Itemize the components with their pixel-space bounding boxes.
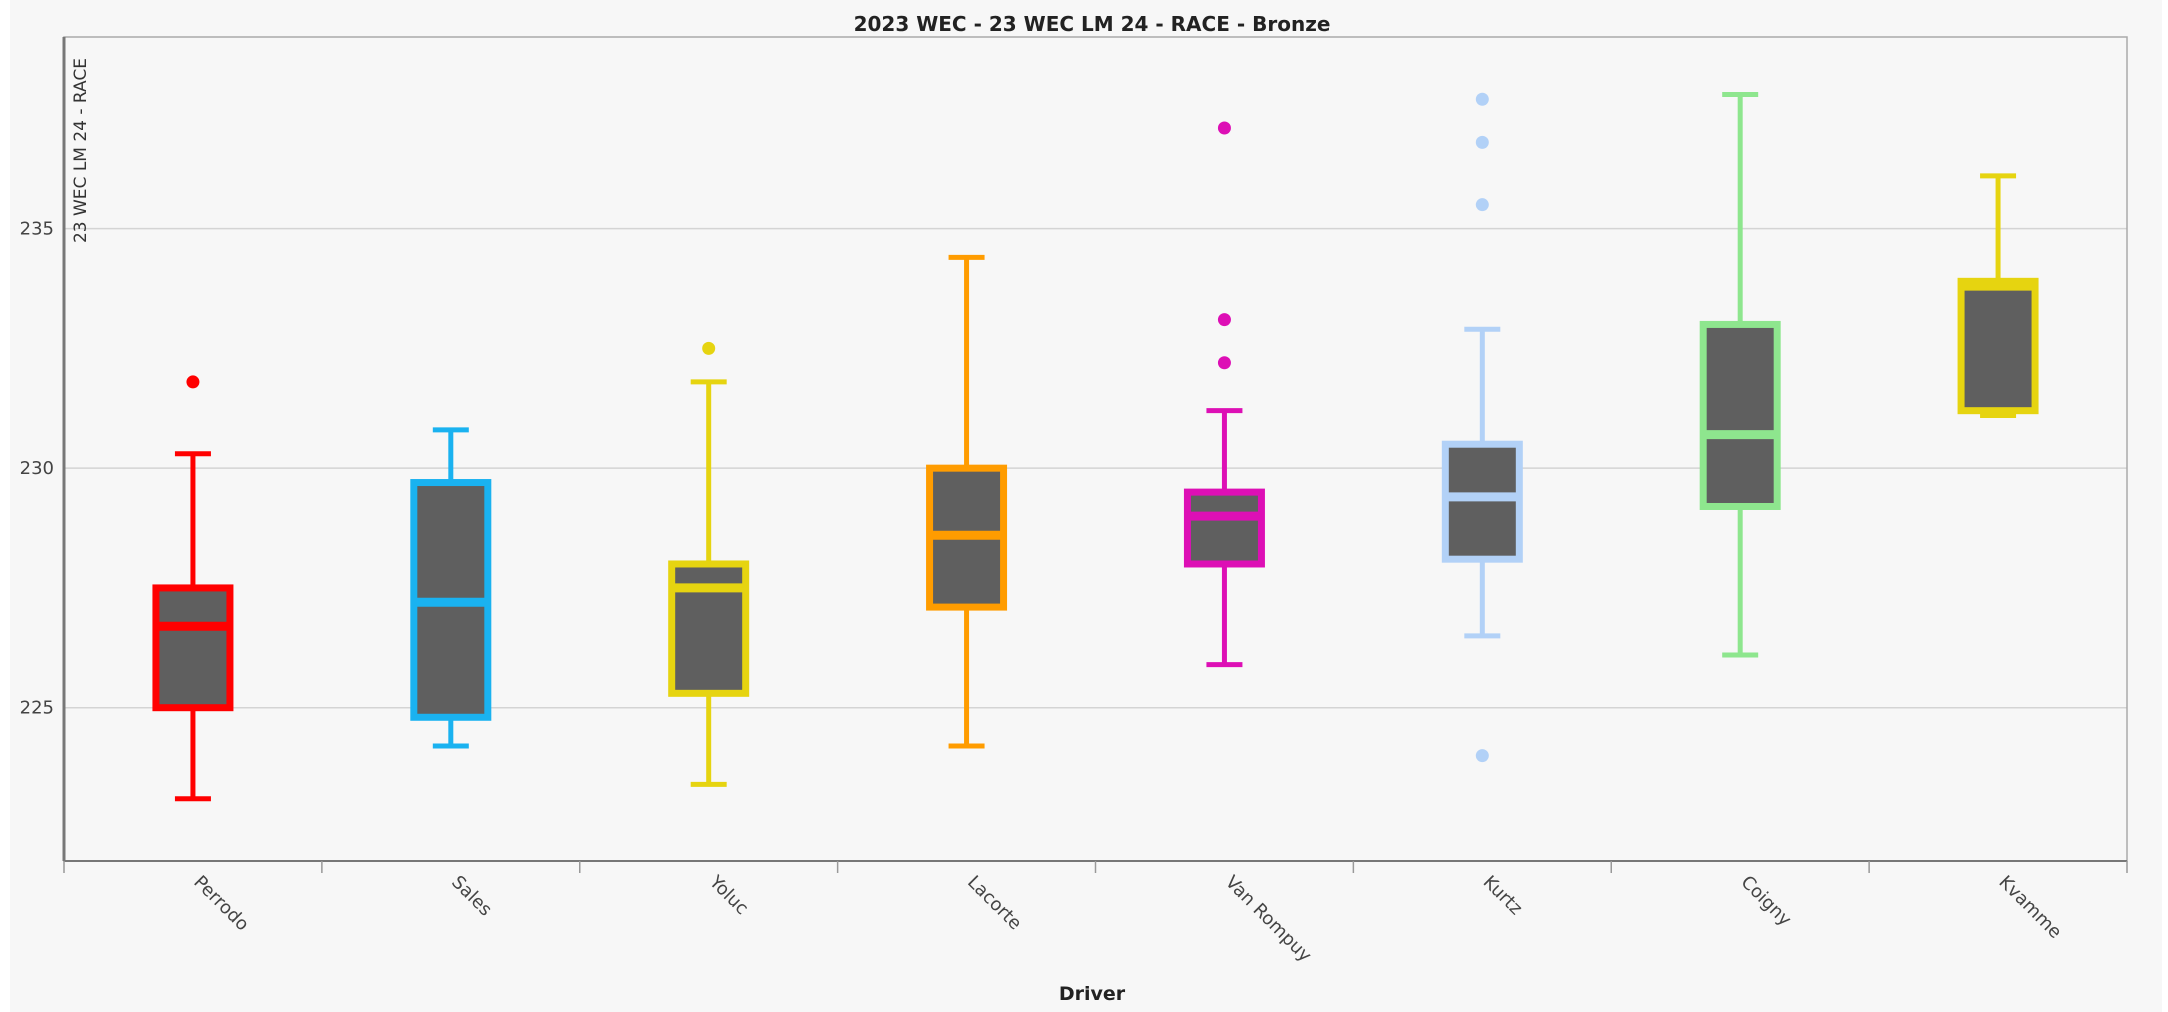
- y-axis-title: 23 WEC LM 24 - RACE: [71, 58, 91, 243]
- outlier-point: [1475, 92, 1489, 106]
- iqr-box: [1699, 320, 1781, 510]
- box-perrodo[interactable]: [152, 375, 234, 802]
- iqr-box: [1183, 488, 1265, 568]
- x-tick-label: Yoluc: [704, 871, 752, 919]
- iqr-box: [668, 560, 750, 697]
- x-tick-label: Coigny: [1737, 872, 1796, 931]
- box-sales[interactable]: [410, 427, 492, 749]
- box-van-rompuy[interactable]: [1183, 121, 1265, 668]
- iqr-box: [1441, 440, 1523, 563]
- box-coigny[interactable]: [1699, 91, 1781, 658]
- x-tick-label: Van Rompuy: [1221, 872, 1316, 967]
- outlier-point: [1217, 313, 1231, 327]
- y-tick-label: 225: [20, 698, 54, 719]
- x-tick-label: Lacorte: [963, 872, 1026, 935]
- x-tick-marks: [63, 861, 2128, 873]
- box-plot-chart: 2023 WEC - 23 WEC LM 24 - RACE - Bronze …: [20, 12, 2128, 1005]
- x-axis-title: Driver: [1059, 983, 1126, 1005]
- outlier-point: [1217, 356, 1231, 370]
- gridlines: [64, 227, 2127, 709]
- plot-frame: [63, 36, 2128, 862]
- y-tick-label: 230: [20, 458, 54, 479]
- x-tick-label: Sales: [447, 872, 496, 921]
- outlier-point: [1475, 198, 1489, 212]
- y-tick-labels: 225 230 235: [20, 219, 54, 719]
- outlier-point: [1475, 749, 1489, 763]
- box-lacorte[interactable]: [926, 254, 1008, 749]
- x-tick-label: Perrodo: [189, 872, 253, 936]
- y-tick-label: 235: [20, 219, 54, 240]
- x-tick-labels: Perrodo Sales Yoluc Lacorte Van Rompuy Kurtz C…: [189, 871, 2065, 967]
- iqr-box: [152, 584, 234, 712]
- outlier-point: [1217, 121, 1231, 135]
- iqr-box: [1957, 277, 2039, 415]
- outlier-point: [186, 375, 200, 389]
- box-series: [152, 91, 2039, 802]
- chart-title: 2023 WEC - 23 WEC LM 24 - RACE - Bronze: [854, 12, 1331, 36]
- x-tick-label: Kurtz: [1479, 872, 1527, 920]
- outlier-point: [1475, 135, 1489, 149]
- x-tick-label: Kvamme: [1995, 872, 2066, 943]
- box-kurtz[interactable]: [1441, 92, 1523, 763]
- box-kvamme[interactable]: [1957, 173, 2039, 418]
- box-yoluc[interactable]: [668, 341, 750, 787]
- outlier-point: [702, 341, 716, 355]
- chart-panel: 2023 WEC - 23 WEC LM 24 - RACE - Bronze …: [10, 0, 2162, 1012]
